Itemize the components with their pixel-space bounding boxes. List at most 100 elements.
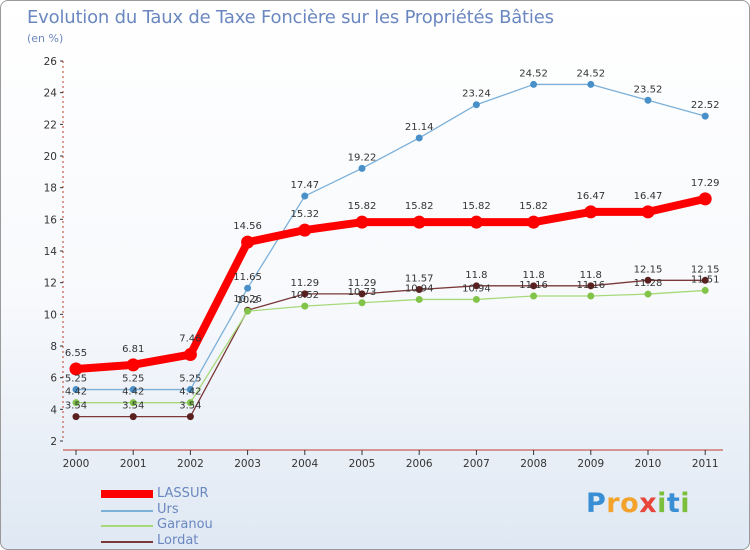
data-label-urs: 22.52 — [691, 100, 720, 111]
data-label-urs: 5.25 — [65, 374, 87, 385]
x-tick-label: 2007 — [463, 458, 490, 470]
y-tick-label: 2 — [50, 436, 57, 448]
data-label-garanou: 10.52 — [290, 290, 319, 301]
x-tick-label: 2011 — [692, 458, 719, 470]
data-label-garanou: 11.51 — [691, 274, 720, 285]
data-point-urs — [472, 101, 480, 109]
data-point-lassur — [298, 223, 312, 237]
data-point-garanou — [530, 292, 538, 300]
data-point-garanou — [472, 295, 480, 303]
x-tick-label: 2010 — [635, 458, 662, 470]
y-tick-label: 18 — [44, 183, 57, 195]
data-point-urs — [72, 386, 80, 394]
x-tick-label: 2008 — [520, 458, 547, 470]
data-label-lassur: 15.82 — [405, 201, 434, 212]
data-point-lordat — [701, 276, 709, 284]
data-label-urs: 23.52 — [634, 84, 663, 95]
chart-title: Evolution du Taux de Taxe Foncière sur l… — [27, 7, 554, 28]
data-label-garanou: 10.94 — [462, 283, 491, 294]
data-point-lordat — [530, 282, 538, 290]
data-point-lassur — [641, 205, 655, 219]
data-point-lassur — [241, 235, 255, 249]
series-line-lassur — [72, 194, 710, 373]
data-point-lordat — [587, 282, 595, 290]
logo-letter: t — [666, 488, 681, 519]
data-label-lordat: 11.29 — [348, 278, 377, 289]
data-point-garanou — [701, 286, 709, 294]
x-tick-label: 2002 — [177, 458, 204, 470]
data-label-urs: 5.25 — [179, 374, 201, 385]
y-tick-label: 24 — [44, 88, 58, 100]
x-tick-label: 2001 — [120, 458, 147, 470]
legend-swatch-lassur — [101, 490, 153, 498]
data-point-garanou — [244, 307, 252, 315]
data-label-lordat: 10.26 — [233, 294, 262, 305]
data-point-lassur — [412, 215, 426, 229]
x-tick-label: 2004 — [291, 458, 318, 470]
data-label-lassur: 15.32 — [290, 209, 319, 220]
series-line-urs — [75, 83, 706, 391]
x-tick-label: 2003 — [234, 458, 261, 470]
series-line-garanou — [75, 289, 706, 404]
logo-letter: P — [586, 488, 607, 519]
y-tick-label: 10 — [44, 309, 57, 321]
data-point-garanou — [301, 302, 309, 310]
data-point-lordat — [415, 285, 423, 293]
y-axis-unit: (en %) — [27, 32, 64, 45]
data-label-garanou: 4.42 — [65, 387, 87, 398]
data-label-lassur: 6.81 — [122, 344, 144, 355]
data-label-lordat: 12.15 — [634, 264, 663, 275]
data-point-lordat — [472, 282, 480, 290]
data-label-garanou: 10.94 — [405, 283, 434, 294]
legend-swatch-garanou — [101, 525, 153, 527]
data-label-lordat: 11.57 — [405, 273, 434, 284]
data-point-garanou — [129, 399, 137, 407]
data-label-garanou: 10.2 — [236, 295, 258, 306]
data-label-garanou: 4.42 — [179, 387, 201, 398]
data-label-urs: 23.24 — [462, 89, 491, 100]
data-point-lordat — [358, 290, 366, 298]
data-point-garanou — [186, 399, 194, 407]
data-label-lordat: 3.54 — [179, 401, 201, 412]
data-point-urs — [587, 80, 595, 88]
data-label-lassur: 15.82 — [348, 201, 377, 212]
data-point-lordat — [72, 413, 80, 421]
data-point-urs — [301, 192, 309, 200]
data-label-urs: 17.47 — [290, 180, 319, 191]
y-tick-label: 26 — [44, 56, 58, 68]
logo-letter: i — [657, 488, 667, 519]
logo-letter: i — [680, 488, 691, 519]
y-tick-label: 14 — [44, 246, 58, 258]
x-tick-label: 2000 — [63, 458, 90, 470]
data-point-urs — [415, 134, 423, 142]
data-point-garanou — [415, 295, 423, 303]
series-line-lordat — [75, 279, 706, 418]
data-label-urs: 21.14 — [405, 122, 434, 133]
y-tick-label: 4 — [50, 404, 57, 416]
data-label-lassur: 16.47 — [576, 191, 605, 202]
legend-label-garanou: Garanou — [157, 517, 213, 532]
data-point-urs — [358, 164, 366, 172]
y-tick-label: 6 — [50, 373, 57, 385]
data-label-urs: 11.65 — [233, 272, 262, 283]
data-label-lordat: 12.15 — [691, 264, 720, 275]
data-point-urs — [701, 112, 709, 120]
data-label-garanou: 11.16 — [576, 280, 605, 291]
data-point-urs — [530, 80, 538, 88]
data-point-urs — [129, 386, 137, 394]
data-label-lassur: 16.47 — [634, 191, 663, 202]
data-point-garanou — [358, 299, 366, 307]
data-point-garanou — [72, 399, 80, 407]
data-label-lassur: 15.82 — [519, 201, 548, 212]
data-label-lordat: 11.8 — [465, 270, 487, 281]
y-tick-label: 20 — [44, 151, 57, 163]
logo-letter: o — [620, 488, 640, 519]
proxiti-logo: Proxiti — [586, 488, 690, 519]
data-point-lassur — [183, 348, 197, 362]
data-label-lassur: 14.56 — [233, 221, 262, 232]
legend-label-lordat: Lordat — [157, 532, 199, 548]
legend-label-urs: Urs — [157, 501, 179, 517]
